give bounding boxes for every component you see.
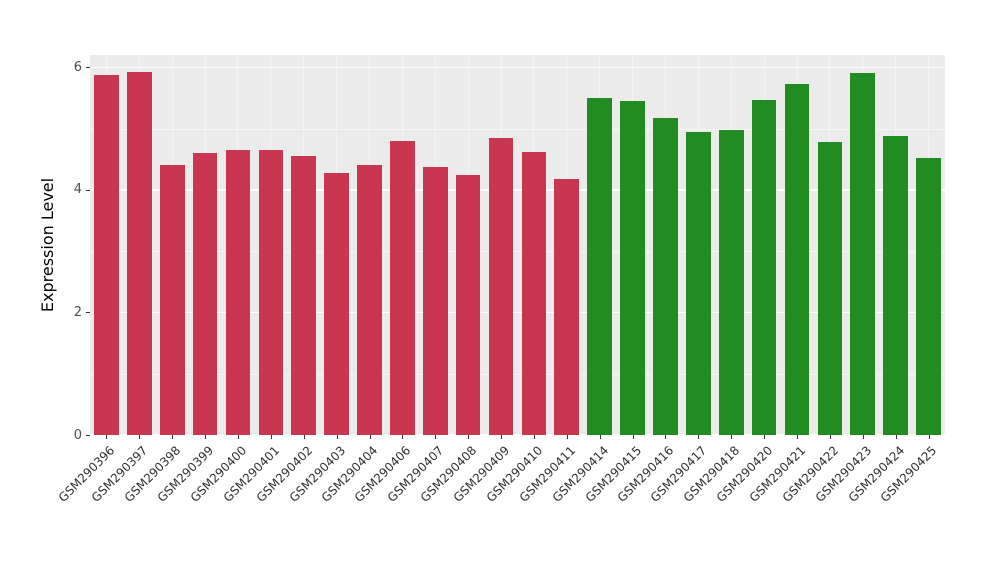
- x-tick-mark: [665, 435, 667, 439]
- bar-GSM290422: [817, 142, 843, 435]
- x-tick-mark: [599, 435, 601, 439]
- gridline-minor: [90, 251, 945, 252]
- x-tick-mark: [533, 435, 535, 439]
- y-tick-mark: [86, 189, 90, 191]
- x-tick-mark: [501, 435, 503, 439]
- bar-GSM290421: [784, 84, 810, 435]
- bar-GSM290404: [357, 164, 382, 435]
- bar-GSM290398: [159, 165, 185, 435]
- bar-GSM290423: [850, 73, 876, 435]
- x-tick-mark: [895, 435, 897, 439]
- x-tick-mark: [764, 435, 766, 439]
- bar-GSM290399: [192, 153, 218, 435]
- y-tick-label: 4: [73, 182, 82, 198]
- bar-GSM290414: [587, 97, 613, 435]
- x-tick-mark: [270, 435, 272, 439]
- plot-panel: [90, 55, 945, 436]
- x-tick-mark: [303, 435, 305, 439]
- x-tick-mark: [468, 435, 470, 439]
- x-tick-mark: [928, 435, 930, 439]
- x-tick-mark: [402, 435, 404, 439]
- bar-GSM290417: [686, 131, 711, 435]
- x-tick-mark: [698, 435, 700, 439]
- y-tick-label: 0: [73, 427, 82, 443]
- y-axis-title: Expression Level: [38, 177, 57, 313]
- y-tick-mark: [86, 435, 90, 436]
- bar-GSM290411: [554, 178, 580, 435]
- gridline-minor: [90, 373, 945, 375]
- gridline-major: [90, 66, 945, 68]
- x-tick-mark: [172, 435, 174, 439]
- x-tick-mark: [731, 435, 733, 439]
- x-tick-mark: [862, 435, 864, 439]
- bar-GSM290402: [291, 156, 317, 435]
- bar-GSM290420: [751, 99, 777, 435]
- x-tick-mark: [205, 435, 207, 439]
- y-tick-mark: [86, 67, 90, 69]
- y-tick-mark: [86, 312, 90, 314]
- x-tick-mark: [435, 435, 437, 439]
- y-tick-label: 6: [73, 59, 82, 75]
- bar-GSM290403: [324, 172, 349, 435]
- x-tick-mark: [829, 435, 831, 439]
- bar-GSM290408: [455, 175, 481, 435]
- bar-GSM290415: [620, 100, 645, 435]
- x-tick-mark: [106, 435, 108, 439]
- bar-GSM290406: [390, 140, 415, 435]
- bar-GSM290407: [422, 166, 448, 435]
- bar-GSM290401: [258, 150, 284, 435]
- y-tick-label: 2: [73, 304, 82, 320]
- x-tick-mark: [336, 435, 338, 439]
- bar-GSM290409: [488, 138, 514, 435]
- gridline-major: [90, 434, 945, 436]
- bar-GSM290410: [521, 151, 547, 435]
- gridline-minor: [90, 128, 945, 130]
- bar-GSM290416: [653, 118, 678, 435]
- x-tick-mark: [237, 435, 239, 439]
- x-tick-mark: [566, 435, 568, 439]
- bar-GSM290400: [225, 150, 251, 435]
- x-tick-mark: [632, 435, 634, 439]
- x-tick-mark: [139, 435, 141, 439]
- bar-GSM290396: [94, 75, 119, 435]
- bar-GSM290418: [718, 130, 744, 435]
- gridline-major: [90, 311, 945, 314]
- bar-GSM290425: [916, 157, 941, 435]
- bar-GSM290397: [126, 71, 152, 435]
- x-tick-mark: [797, 435, 799, 439]
- bar-GSM290424: [883, 135, 908, 435]
- gridline-major: [90, 189, 945, 191]
- x-tick-mark: [369, 435, 371, 439]
